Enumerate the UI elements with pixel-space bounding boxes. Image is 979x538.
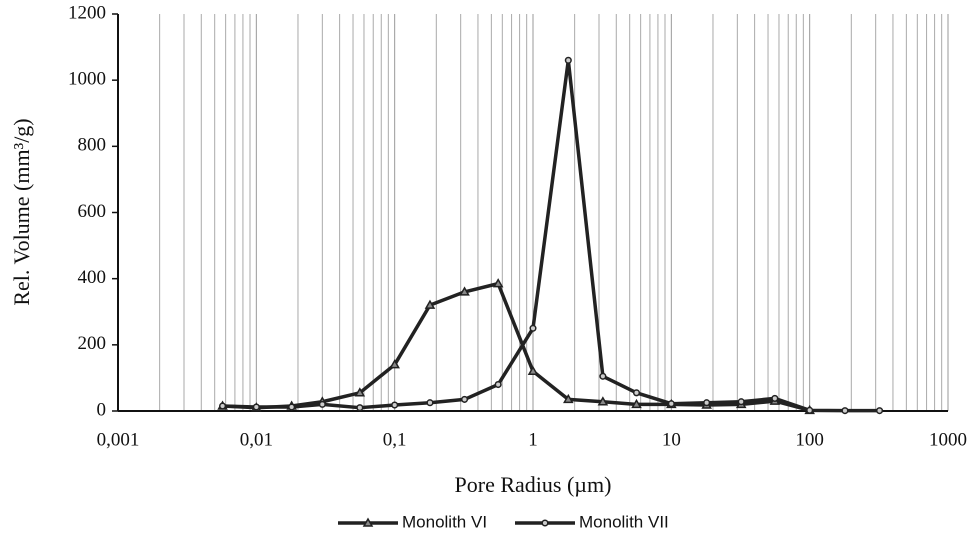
y-tick-label: 1000 bbox=[68, 69, 106, 90]
marker bbox=[563, 393, 574, 404]
legend-marker bbox=[541, 519, 549, 527]
marker bbox=[460, 395, 469, 403]
marker bbox=[564, 56, 572, 64]
legend-label: Monolith VI bbox=[402, 512, 487, 531]
marker bbox=[391, 401, 399, 409]
marker bbox=[288, 403, 296, 411]
x-tick-label: 0,01 bbox=[240, 429, 273, 450]
marker bbox=[631, 398, 642, 409]
x-tick-label: 100 bbox=[795, 429, 824, 450]
marker bbox=[459, 286, 470, 296]
marker bbox=[527, 365, 539, 376]
marker bbox=[667, 400, 675, 408]
marker bbox=[494, 380, 502, 389]
series-line bbox=[222, 58, 880, 413]
marker bbox=[219, 402, 227, 410]
marker bbox=[356, 404, 364, 412]
marker bbox=[529, 324, 537, 332]
marker bbox=[841, 407, 849, 415]
y-tick-label: 200 bbox=[78, 333, 107, 354]
marker bbox=[354, 387, 366, 397]
series-line bbox=[222, 281, 811, 413]
y-tick-label: 600 bbox=[78, 201, 107, 222]
x-tick-label: 1 bbox=[528, 429, 538, 450]
marker bbox=[424, 299, 436, 309]
y-tick-label: 0 bbox=[97, 399, 107, 420]
x-tick-label: 0,1 bbox=[383, 429, 407, 450]
y-axis-label: Rel. Volume (mm³/g) bbox=[9, 118, 34, 305]
marker bbox=[252, 403, 260, 411]
legend-marker bbox=[362, 517, 374, 527]
marker bbox=[492, 278, 504, 288]
marker bbox=[737, 398, 745, 406]
marker bbox=[632, 389, 641, 397]
marker bbox=[426, 399, 434, 407]
y-tick-label: 1200 bbox=[68, 2, 106, 23]
marker bbox=[597, 396, 609, 406]
marker bbox=[703, 399, 711, 407]
y-tick-label: 400 bbox=[78, 267, 107, 288]
legend-label: Monolith VII bbox=[579, 512, 669, 531]
marker bbox=[806, 406, 814, 414]
y-tick-label: 800 bbox=[78, 135, 107, 156]
marker bbox=[389, 359, 400, 369]
marker bbox=[875, 407, 884, 415]
x-tick-label: 0,001 bbox=[97, 429, 140, 450]
marker bbox=[318, 400, 326, 408]
x-tick-label: 10 bbox=[662, 429, 681, 450]
x-tick-label: 1000 bbox=[929, 429, 967, 450]
marker bbox=[599, 372, 607, 380]
marker bbox=[771, 394, 779, 402]
x-axis-label: Pore Radius (µm) bbox=[455, 472, 612, 497]
